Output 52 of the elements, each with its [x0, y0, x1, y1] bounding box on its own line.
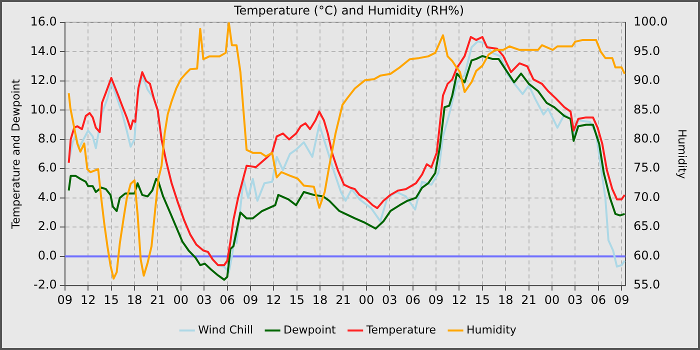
y-tick-label: 16.0 — [30, 14, 57, 29]
x-tick-label: 15 — [474, 292, 490, 307]
y-tick-label: 2.0 — [38, 219, 57, 234]
x-tick-label: 03 — [382, 292, 398, 307]
legend-label: Humidity — [466, 323, 517, 336]
legend-label: Wind Chill — [198, 323, 254, 336]
y-tick-label: -2.0 — [33, 278, 57, 292]
chart-title: Temperature (°C) and Humidity (RH%) — [232, 3, 464, 18]
y2-tick-label: 95.0 — [633, 44, 660, 58]
x-tick-label: 06 — [405, 292, 420, 307]
x-tick-label: 18 — [312, 292, 328, 307]
x-tick-label: 15 — [104, 292, 119, 307]
y-tick-label: 0.0 — [38, 248, 57, 262]
x-tick-label: 06 — [220, 292, 235, 307]
y2-tick-label: 100.0 — [633, 14, 668, 29]
y2-axis-title: Humidity — [676, 129, 689, 180]
x-tick-label: 21 — [521, 292, 536, 307]
x-tick-label: 21 — [150, 292, 166, 307]
x-tick-label: 12 — [452, 292, 467, 307]
x-tick-label: 18 — [498, 292, 514, 307]
y-tick-label: 6.0 — [38, 160, 57, 175]
y2-tick-label: 80.0 — [633, 132, 660, 146]
x-tick-label: 09 — [57, 292, 73, 307]
x-tick-label: 00 — [544, 292, 560, 307]
x-tick-label: 09 — [614, 292, 630, 307]
x-tick-label: 06 — [590, 292, 606, 307]
x-tick-label: 21 — [336, 292, 351, 307]
y-tick-label: 12.0 — [30, 73, 57, 88]
legend-label: Dewpoint — [284, 323, 337, 336]
x-tick-label: 00 — [358, 292, 374, 307]
x-tick-label: 09 — [242, 292, 258, 307]
y-axis-title: Temperature and Dewpoint — [9, 78, 22, 230]
x-tick-label: 12 — [266, 292, 282, 307]
y2-tick-label: 75.0 — [633, 160, 660, 175]
y2-tick-label: 90.0 — [633, 73, 660, 88]
y-tick-label: 4.0 — [38, 190, 57, 204]
x-tick-label: 09 — [428, 292, 444, 307]
x-tick-label: 00 — [173, 292, 189, 307]
x-tick-label: 03 — [196, 292, 212, 307]
y2-tick-label: 65.0 — [633, 219, 660, 234]
x-tick-label: 03 — [568, 292, 583, 307]
y-tick-label: 8.0 — [38, 132, 57, 146]
y-tick-label: 14.0 — [30, 44, 57, 58]
y2-tick-label: 60.0 — [633, 248, 660, 262]
x-tick-label: 18 — [126, 292, 142, 307]
x-tick-label: 12 — [80, 292, 96, 307]
legend-label: Temperature — [365, 323, 436, 336]
y2-tick-label: 70.0 — [633, 190, 660, 204]
y-tick-label: 10.0 — [30, 102, 57, 116]
y2-tick-label: 55.0 — [633, 278, 660, 292]
x-tick-label: 15 — [289, 292, 304, 307]
y2-tick-label: 85.0 — [633, 102, 660, 116]
